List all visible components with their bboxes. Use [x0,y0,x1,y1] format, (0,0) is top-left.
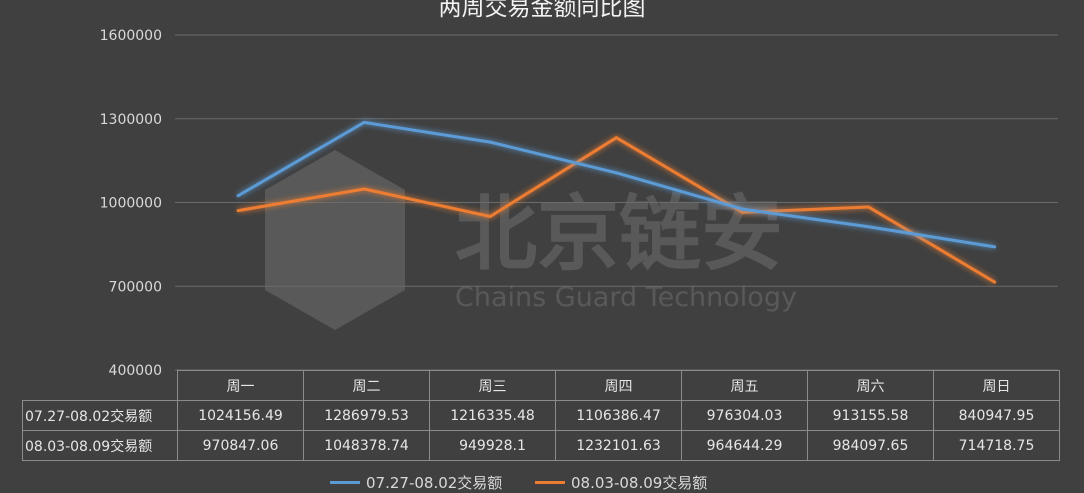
data-label: 949928.1 [429,430,556,461]
category-label: 周六 [807,370,934,401]
data-point [867,205,871,209]
category-label: 周日 [933,370,1060,401]
data-point [236,209,240,213]
y-tick-label: 1300000 [100,112,162,128]
data-label: 1232101.63 [555,430,682,461]
data-table: 周一 周二 周三 周四 周五 周六 周日 07.27-08.02交易额 1024156.49 1… [22,370,1060,461]
data-point [867,225,871,229]
data-label: 1106386.47 [555,400,682,431]
data-point [614,171,618,175]
chart-title: 两周交易金额同比图 [438,0,646,21]
category-label: 周三 [429,370,556,401]
data-label: 1048378.74 [303,430,430,461]
data-point [236,194,240,198]
data-label: 840947.95 [933,400,1060,431]
data-label: 976304.03 [681,400,808,431]
y-tick-label: 1600000 [100,28,162,44]
series-line-1 [237,136,996,284]
data-label: 714718.75 [933,430,1060,461]
data-label: 1286979.53 [303,400,430,431]
y-tick-label: 1000000 [100,196,162,212]
data-label: 913155.58 [807,400,934,431]
category-label: 周一 [177,370,304,401]
legend-item: 08.03-08.09交易额 [535,472,707,493]
data-point [614,136,618,140]
data-label: 1024156.49 [177,400,304,431]
data-point [740,207,744,211]
legend-swatch [330,481,360,484]
legend-label: 08.03-08.09交易额 [571,474,708,492]
series-label: 07.27-08.02交易额 [22,400,178,431]
data-point [993,280,997,284]
legend-swatch [535,481,565,484]
data-point [740,210,744,214]
data-label: 970847.06 [177,430,304,461]
data-point [488,214,492,218]
data-point [362,187,366,191]
series-label: 08.03-08.09交易额 [22,430,178,461]
data-point [993,245,997,249]
category-label: 周五 [681,370,808,401]
data-label: 984097.65 [807,430,934,461]
data-label: 964644.29 [681,430,808,461]
legend-label: 07.27-08.02交易额 [366,474,503,492]
data-point [488,140,492,144]
legend-item: 07.27-08.02交易额 [330,472,502,493]
category-label: 周二 [303,370,430,401]
series-line-0 [237,120,995,249]
y-tick-label: 700000 [109,279,162,295]
data-label: 1216335.48 [429,400,556,431]
category-label: 周四 [555,370,682,401]
data-point [362,120,366,124]
